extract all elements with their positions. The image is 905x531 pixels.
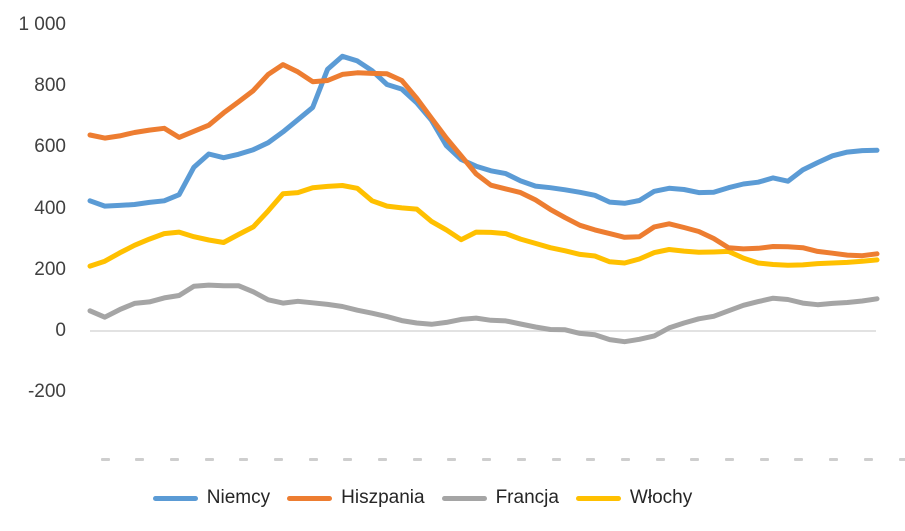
x-axis-tick-label [863, 458, 873, 461]
x-axis-tick-label [100, 458, 110, 461]
x-axis-tick-label [620, 458, 630, 461]
y-axis-tick-label: 800 [34, 75, 66, 96]
x-axis-tick-label [308, 458, 318, 461]
x-axis-tick-label [725, 458, 735, 461]
legend-swatch [152, 495, 198, 501]
x-axis-tick-label [586, 458, 596, 461]
legend-label: Hiszpania [341, 487, 425, 508]
legend-item-hiszpania: Hiszpania [287, 487, 425, 509]
y-axis-tick-label: 600 [34, 136, 66, 158]
y-axis-tick-label: 400 [34, 197, 66, 219]
x-axis-tick-label [655, 458, 665, 461]
x-axis-tick-label [794, 458, 804, 461]
x-axis-tick-label [343, 458, 353, 461]
x-axis-tick-label [239, 458, 249, 461]
legend: Niemcy Hiszpania Francja Włochy [0, 487, 875, 509]
x-axis-tick-label [273, 458, 283, 461]
y-axis-tick-label: 1 000 [18, 13, 66, 35]
x-axis-tick-label [204, 458, 214, 461]
y-axis-tick-label: 0 [55, 320, 66, 341]
legend-label: Francja [495, 487, 559, 508]
series-line-wochy [87, 183, 880, 269]
x-axis-tick-label [898, 458, 905, 461]
legend-label: Włochy [629, 487, 693, 508]
legend-item-niemcy: Niemcy [152, 487, 271, 509]
series-line-niemcy [87, 53, 880, 209]
y-axis-tick-label: -200 [27, 381, 66, 403]
x-axis-tick-label [551, 458, 561, 461]
legend-swatch [575, 495, 621, 501]
y-axis-tick-label: 200 [34, 258, 66, 280]
series-line-francja [87, 282, 880, 345]
legend-label: Niemcy [206, 487, 271, 508]
x-axis-tick-label [169, 458, 179, 461]
x-axis [100, 458, 905, 461]
legend-swatch [287, 495, 333, 501]
x-axis-tick-label [482, 458, 492, 461]
x-axis-tick-label [759, 458, 769, 461]
legend-swatch [441, 495, 487, 501]
x-axis-tick-label [412, 458, 422, 461]
legend-item-wochy: Włochy [575, 487, 693, 509]
x-axis-tick-label [829, 458, 839, 461]
x-axis-tick-label [516, 458, 526, 461]
x-axis-tick-label [690, 458, 700, 461]
x-axis-tick-label [378, 458, 388, 461]
y-axis: 1 000 800 600 400 200 0 -200 [0, 0, 66, 460]
x-axis-tick-label [135, 458, 145, 461]
legend-item-francja: Francja [441, 487, 559, 509]
series-line-hiszpania [87, 62, 880, 259]
x-axis-tick-label [447, 458, 457, 461]
